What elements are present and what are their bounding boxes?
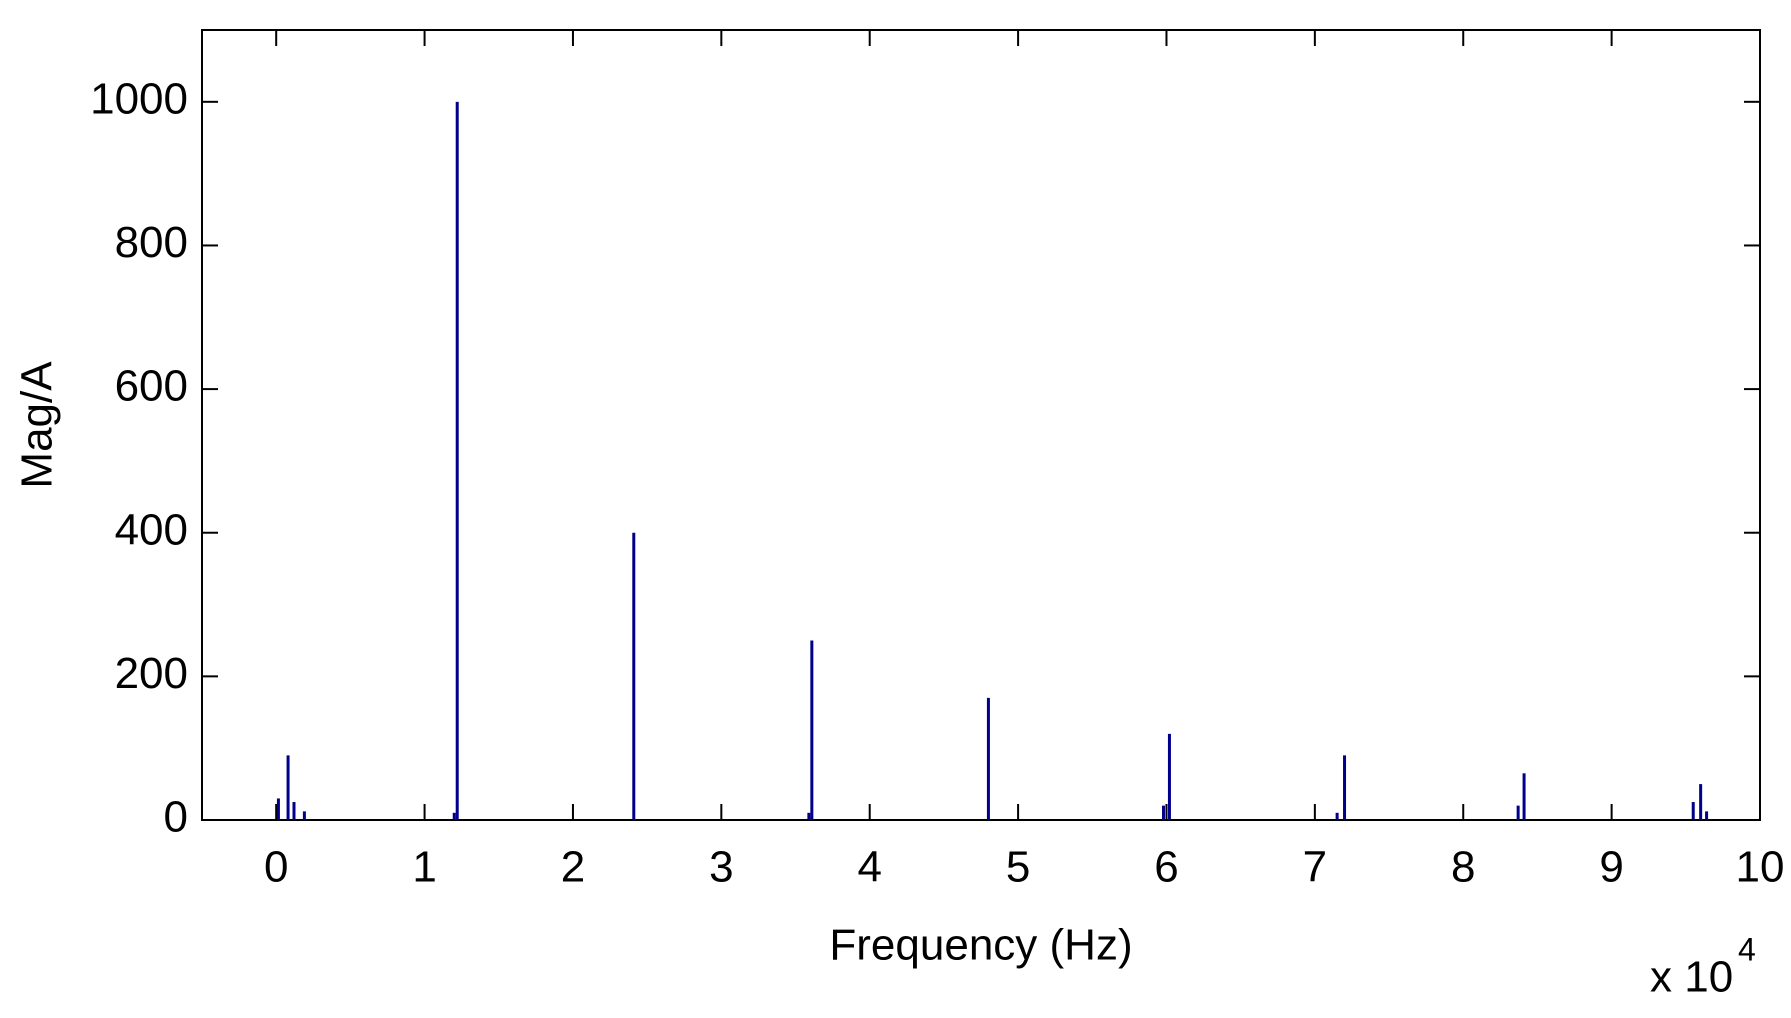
y-tick-label: 0 — [164, 793, 188, 842]
x-tick-label: 9 — [1599, 843, 1623, 892]
y-tick-label: 200 — [115, 649, 188, 698]
y-tick-label: 600 — [115, 362, 188, 411]
x-tick-label: 0 — [264, 843, 288, 892]
y-axis-label: Mag/A — [13, 361, 62, 489]
y-tick-label: 400 — [115, 505, 188, 554]
x-tick-label: 1 — [412, 843, 436, 892]
y-tick-label: 800 — [115, 218, 188, 267]
x-tick-label: 8 — [1451, 843, 1475, 892]
x-multiplier: x 10 — [1650, 953, 1733, 1002]
y-tick-label: 1000 — [90, 74, 188, 123]
x-tick-label: 4 — [857, 843, 881, 892]
x-tick-label: 5 — [1006, 843, 1030, 892]
plot-area — [201, 29, 1761, 821]
x-tick-label: 6 — [1154, 843, 1178, 892]
x-tick-label: 10 — [1736, 843, 1785, 892]
x-axis-label: Frequency (Hz) — [829, 921, 1132, 970]
x-tick-label: 7 — [1303, 843, 1327, 892]
x-multiplier-exponent: 4 — [1738, 931, 1756, 967]
x-tick-label: 3 — [709, 843, 733, 892]
x-tick-label: 2 — [561, 843, 585, 892]
